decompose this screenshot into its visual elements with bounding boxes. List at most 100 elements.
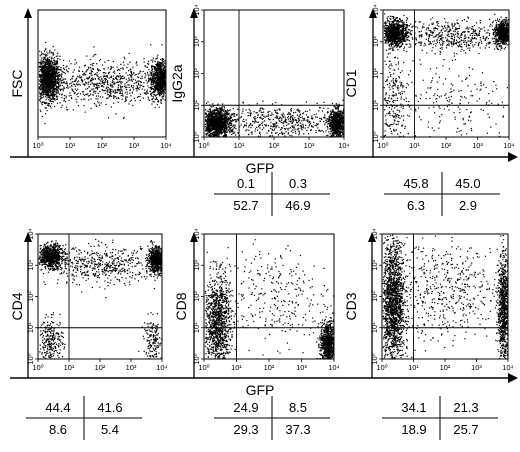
event-dot: [164, 82, 166, 84]
event-dot: [86, 77, 88, 79]
event-dot: [157, 63, 159, 65]
event-dot: [220, 108, 222, 110]
event-dot: [223, 132, 226, 134]
event-dot: [103, 68, 105, 70]
event-dot: [53, 78, 55, 80]
event-dot: [335, 113, 337, 115]
event-dot: [127, 80, 129, 82]
event-dot: [153, 71, 155, 73]
event-dot: [154, 68, 157, 70]
event-dot: [157, 92, 160, 94]
event-dot: [338, 134, 340, 136]
event-dot: [43, 78, 45, 81]
event-dot: [285, 131, 287, 133]
event-dot: [343, 122, 345, 124]
event-dot: [232, 132, 234, 134]
event-dot: [44, 63, 46, 65]
event-dot: [59, 102, 61, 104]
event-dot: [337, 110, 339, 112]
event-dot: [104, 92, 106, 94]
event-dot: [45, 92, 47, 94]
event-dot: [160, 63, 162, 65]
event-dot: [99, 96, 101, 98]
event-dot: [151, 98, 153, 100]
event-dot: [45, 66, 47, 68]
event-dot: [217, 133, 220, 135]
event-dot: [153, 80, 155, 82]
event-dot: [53, 66, 55, 68]
event-dot: [107, 97, 109, 99]
event-dot: [74, 59, 76, 61]
event-dot: [224, 130, 226, 132]
event-dot: [219, 128, 221, 130]
event-dot: [39, 55, 41, 57]
event-dot: [59, 93, 61, 95]
event-dot: [329, 122, 332, 124]
event-dot: [154, 89, 156, 91]
event-dot: [259, 132, 261, 134]
event-dot: [47, 67, 49, 69]
event-dot: [127, 84, 129, 86]
event-dot: [157, 79, 159, 81]
event-dot: [87, 77, 89, 80]
event-dot: [263, 111, 265, 113]
event-dot: [129, 100, 131, 102]
event-dot: [87, 93, 89, 95]
event-dot: [52, 75, 55, 77]
event-dot: [99, 90, 101, 93]
event-dot: [161, 79, 163, 81]
event-dot: [335, 132, 337, 134]
event-dot: [330, 131, 332, 133]
event-dot: [271, 128, 273, 130]
event-dot: [219, 132, 221, 134]
event-dot: [57, 67, 59, 69]
event-dot: [151, 67, 153, 69]
event-dot: [80, 76, 82, 78]
event-dot: [105, 75, 107, 77]
event-dot: [321, 129, 323, 132]
event-dot: [45, 93, 47, 95]
event-dot: [47, 85, 49, 87]
event-dot: [216, 117, 218, 119]
event-dot: [159, 86, 161, 89]
event-dot: [38, 88, 41, 90]
event-dot: [45, 77, 47, 79]
event-dot: [212, 105, 214, 107]
event-dot: [42, 53, 44, 55]
event-dot: [121, 90, 123, 92]
event-dot: [151, 91, 153, 93]
event-dot: [333, 115, 335, 117]
event-dot: [120, 76, 122, 78]
event-dot: [162, 85, 164, 87]
event-dot: [157, 74, 159, 76]
event-dot: [116, 97, 118, 99]
event-dot: [53, 59, 55, 61]
event-dot: [340, 120, 342, 122]
event-dot: [121, 86, 123, 88]
event-dot: [98, 102, 100, 104]
event-dot: [45, 70, 47, 72]
event-dot: [224, 133, 226, 135]
event-dot: [213, 131, 215, 133]
event-dot: [343, 109, 345, 111]
event-dot: [118, 89, 120, 91]
event-dot: [39, 98, 41, 100]
event-dot: [297, 110, 299, 112]
event-dot: [106, 86, 108, 88]
event-dot: [53, 72, 55, 74]
event-dot: [209, 134, 211, 136]
event-dot: [48, 94, 50, 96]
event-dot: [152, 82, 154, 84]
event-dot: [281, 127, 283, 129]
event-dot: [215, 125, 217, 127]
event-dot: [324, 122, 326, 124]
event-dot: [63, 78, 65, 80]
event-dot: [42, 74, 44, 76]
event-dot: [41, 115, 43, 118]
event-dot: [159, 92, 161, 94]
event-dot: [161, 66, 163, 68]
event-dot: [229, 109, 232, 111]
event-dot: [219, 119, 221, 121]
event-dot: [39, 83, 41, 85]
event-dot: [51, 52, 53, 54]
